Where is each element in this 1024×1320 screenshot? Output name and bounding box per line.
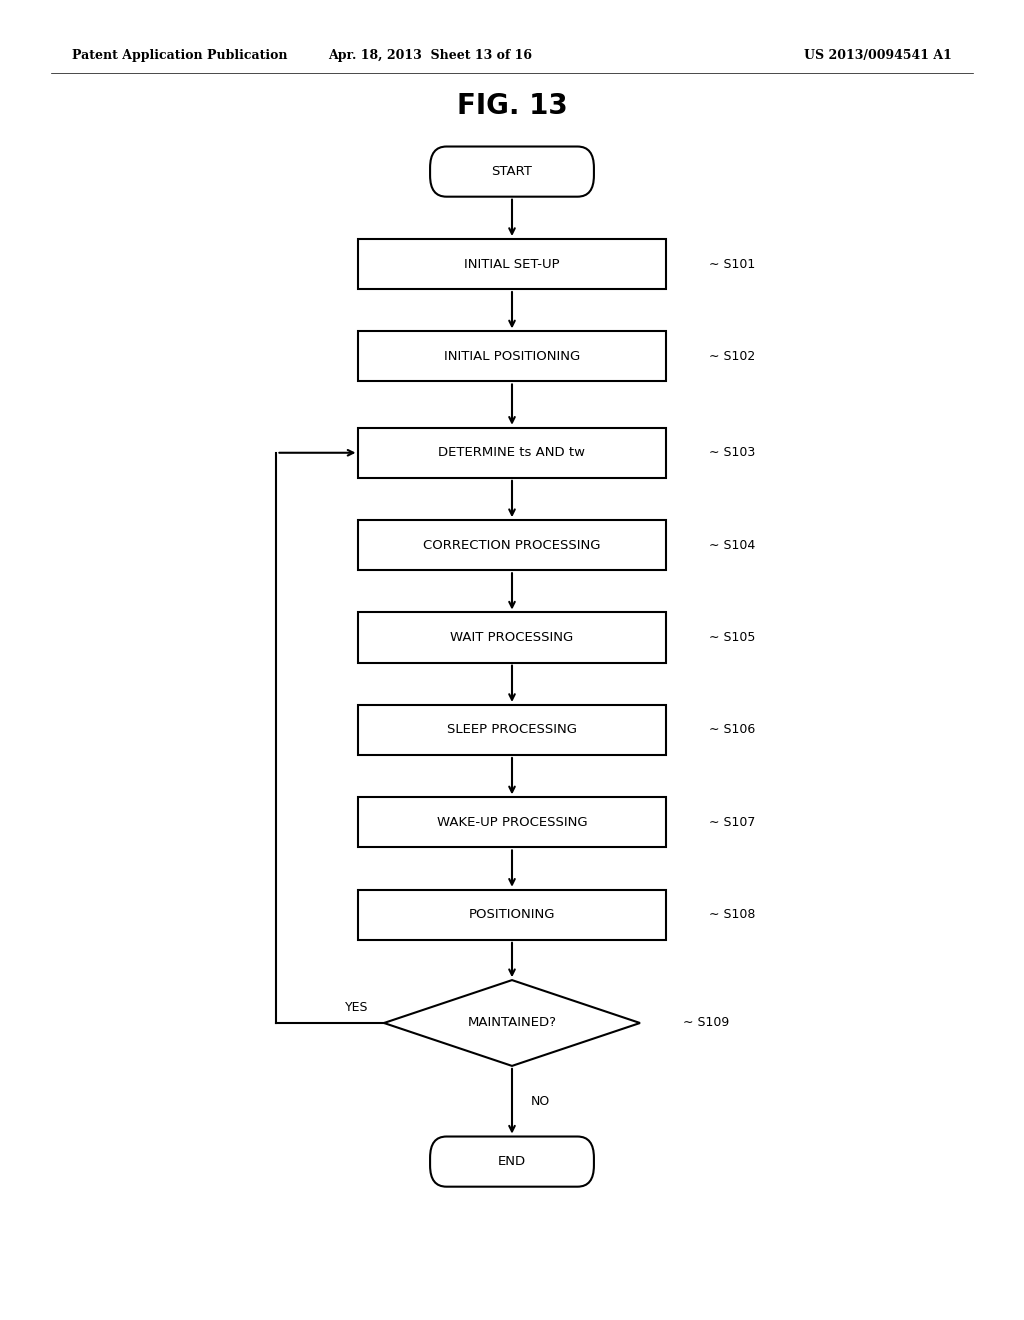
Text: WAIT PROCESSING: WAIT PROCESSING bbox=[451, 631, 573, 644]
Text: ∼ S109: ∼ S109 bbox=[683, 1016, 729, 1030]
Text: INITIAL SET-UP: INITIAL SET-UP bbox=[464, 257, 560, 271]
Text: YES: YES bbox=[345, 1001, 369, 1014]
Text: US 2013/0094541 A1: US 2013/0094541 A1 bbox=[805, 49, 952, 62]
Text: ∼ S107: ∼ S107 bbox=[709, 816, 755, 829]
Text: NO: NO bbox=[530, 1094, 550, 1107]
Bar bbox=[358, 797, 666, 847]
Text: ∼ S104: ∼ S104 bbox=[709, 539, 755, 552]
Bar bbox=[358, 239, 666, 289]
Text: END: END bbox=[498, 1155, 526, 1168]
Bar bbox=[358, 612, 666, 663]
Bar bbox=[358, 428, 666, 478]
Bar bbox=[358, 705, 666, 755]
Bar bbox=[358, 520, 666, 570]
Polygon shape bbox=[384, 979, 640, 1067]
Bar bbox=[358, 331, 666, 381]
Text: SLEEP PROCESSING: SLEEP PROCESSING bbox=[447, 723, 577, 737]
Text: ∼ S106: ∼ S106 bbox=[709, 723, 755, 737]
Text: START: START bbox=[492, 165, 532, 178]
Text: MAINTAINED?: MAINTAINED? bbox=[468, 1016, 556, 1030]
Text: ∼ S108: ∼ S108 bbox=[709, 908, 755, 921]
Text: Patent Application Publication: Patent Application Publication bbox=[72, 49, 287, 62]
Text: CORRECTION PROCESSING: CORRECTION PROCESSING bbox=[423, 539, 601, 552]
Text: FIG. 13: FIG. 13 bbox=[457, 91, 567, 120]
Text: WAKE-UP PROCESSING: WAKE-UP PROCESSING bbox=[436, 816, 588, 829]
Text: ∼ S105: ∼ S105 bbox=[709, 631, 755, 644]
Bar bbox=[358, 890, 666, 940]
Text: ∼ S101: ∼ S101 bbox=[709, 257, 755, 271]
FancyBboxPatch shape bbox=[430, 1137, 594, 1187]
Text: INITIAL POSITIONING: INITIAL POSITIONING bbox=[443, 350, 581, 363]
Text: DETERMINE ts AND tw: DETERMINE ts AND tw bbox=[438, 446, 586, 459]
FancyBboxPatch shape bbox=[430, 147, 594, 197]
Text: ∼ S102: ∼ S102 bbox=[709, 350, 755, 363]
Text: Apr. 18, 2013  Sheet 13 of 16: Apr. 18, 2013 Sheet 13 of 16 bbox=[328, 49, 532, 62]
Text: POSITIONING: POSITIONING bbox=[469, 908, 555, 921]
Text: ∼ S103: ∼ S103 bbox=[709, 446, 755, 459]
